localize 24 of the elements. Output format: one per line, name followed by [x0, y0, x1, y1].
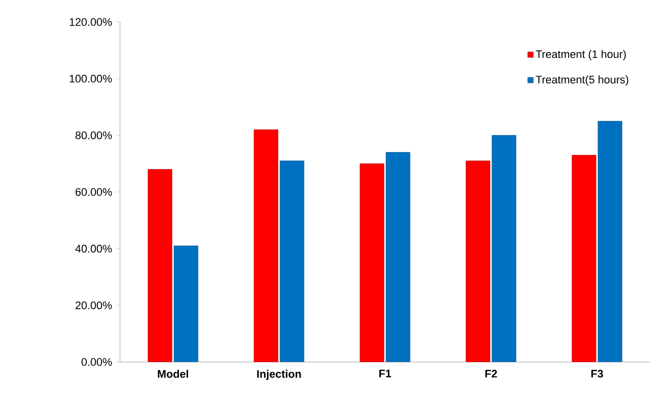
y-tick-label: 80.00% [76, 131, 112, 140]
bar [360, 163, 384, 362]
y-tick-label: 40.00% [75, 244, 112, 253]
bar [148, 169, 172, 362]
bar [280, 160, 304, 362]
y-tick-label: 60.00% [76, 188, 112, 196]
y-tick-label: 20.00% [76, 301, 112, 310]
legend-label: Treatment (1 hour) [536, 50, 626, 60]
bar [572, 154, 596, 362]
y-tick-label: 0.00% [82, 358, 112, 366]
y-tick-label: 120.00% [70, 18, 112, 26]
bar [598, 120, 622, 362]
x-tick-label: F3 [591, 370, 604, 378]
legend-label: Treatment(5 hours) [536, 75, 628, 86]
bar [466, 160, 490, 362]
x-tick-label: Injection [257, 370, 301, 380]
x-tick-label: F2 [485, 370, 497, 378]
y-tick-label: 100.00% [70, 74, 112, 83]
x-tick-label: F1 [379, 370, 392, 378]
bar [492, 135, 516, 362]
bar [386, 152, 410, 362]
bar [174, 246, 198, 362]
bar [254, 129, 278, 362]
x-tick-label: Model [158, 370, 188, 378]
